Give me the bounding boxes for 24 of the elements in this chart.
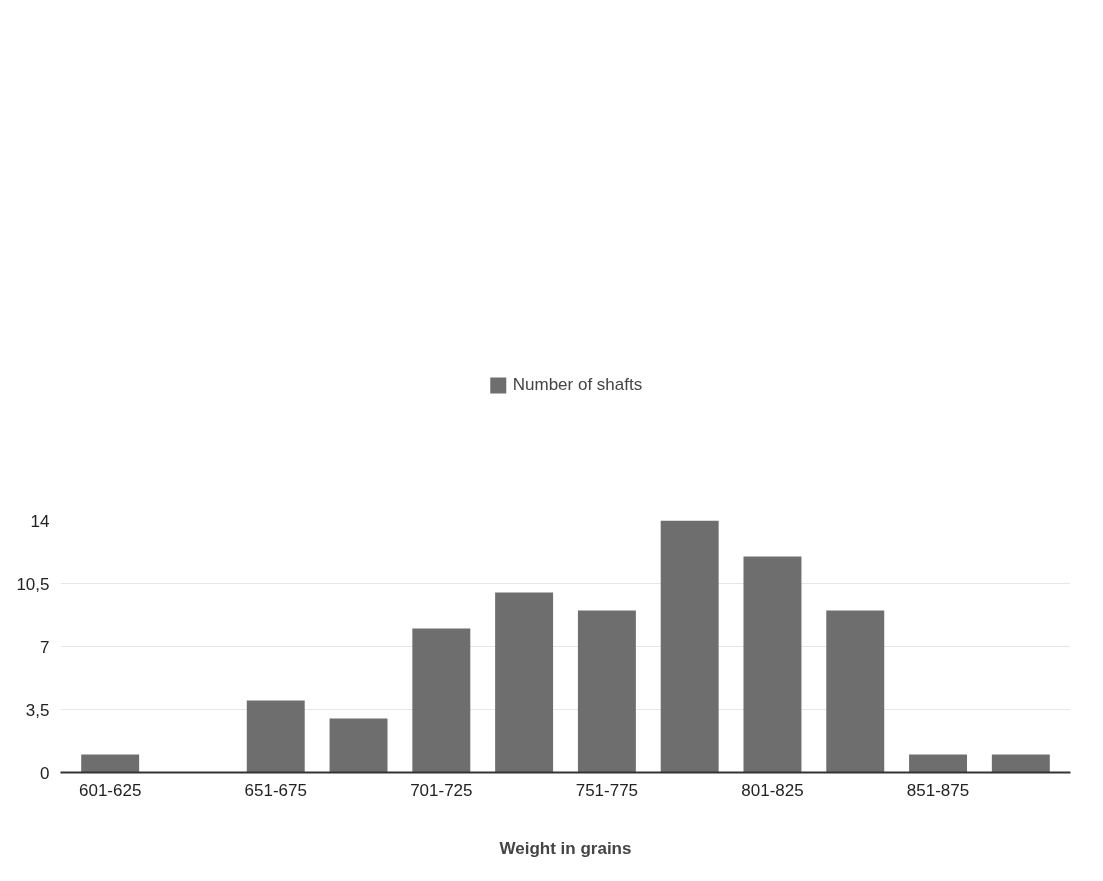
x-tick-label: 851-875 — [906, 780, 970, 800]
x-axis-title: Weight in grains — [499, 838, 632, 858]
y-tick-label: 7 — [40, 637, 50, 657]
y-tick-label: 14 — [30, 511, 50, 531]
bar — [909, 754, 968, 773]
bar — [412, 628, 471, 773]
bar — [991, 754, 1050, 773]
y-tick-label: 10,5 — [16, 574, 50, 594]
bar — [660, 520, 719, 773]
x-tick-label: 801-825 — [741, 780, 804, 800]
y-tick-label: 0 — [40, 763, 50, 783]
bar — [81, 754, 140, 773]
x-tick-label: 651-675 — [244, 780, 307, 800]
y-tick-label: 3,5 — [25, 700, 50, 720]
bar — [329, 718, 388, 773]
bar — [246, 700, 305, 773]
bar — [743, 556, 802, 773]
x-tick-label: 601-625 — [78, 780, 142, 800]
bar — [577, 610, 636, 773]
bar — [495, 592, 554, 773]
x-tick-label: 701-725 — [410, 780, 473, 800]
legend-label: Number of shafts — [512, 375, 643, 395]
x-tick-label: 751-775 — [575, 780, 639, 800]
bar — [826, 610, 885, 773]
